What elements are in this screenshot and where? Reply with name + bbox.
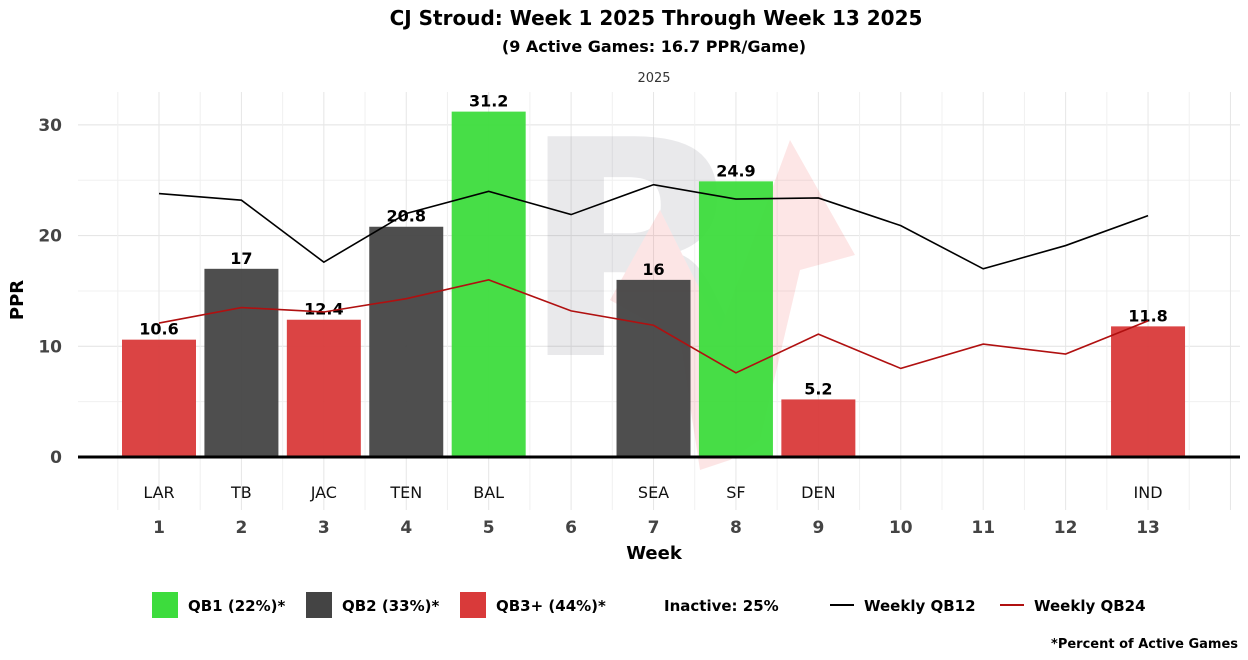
x-tick-label: 8 [730,518,742,538]
bar-label: 31.2 [469,92,508,111]
legend-label: QB2 (33%)* [342,597,439,615]
bar-week-9 [781,399,856,457]
bar-label: 17 [230,249,252,268]
opponent-label: LAR [143,483,174,502]
bar-label: 16 [642,260,664,279]
opponent-label: TB [230,483,252,502]
y-tick-label: 0 [50,448,62,468]
series-line-weekly-qb12 [158,183,1149,270]
opponent-label: BAL [473,483,504,502]
opponent-label: TEN [389,483,422,502]
bar-week-5 [451,111,526,457]
x-tick-label: 3 [318,518,330,538]
y-axis-title: PPR [7,280,28,320]
x-tick-label: 1 [153,518,165,538]
legend-label: QB3+ (44%)* [496,597,606,615]
x-tick-label: 4 [400,518,412,538]
bar-week-4 [369,226,444,457]
x-tick-label: 12 [1054,518,1078,538]
bar-label: 12.4 [304,300,343,319]
legend-inactive: Inactive: 25% [664,597,779,615]
x-tick-label: 7 [648,518,660,538]
x-tick-label: 9 [812,518,824,538]
opponent-label: JAC [310,483,337,502]
y-tick-label: 30 [38,116,62,136]
legend-label: Weekly QB24 [1034,597,1146,615]
x-tick-label: 10 [889,518,913,538]
opponent-label: SF [726,483,745,502]
facet-label: 2025 [637,71,670,86]
footnote: *Percent of Active Games [1051,637,1238,652]
lines [158,183,1149,374]
y-tick-label: 20 [38,227,62,247]
bar-week-8 [698,181,773,457]
legend-label: QB1 (22%)* [188,597,285,615]
bar-week-1 [122,339,196,457]
legend-swatch-qb3+ [460,592,486,618]
bar-week-2 [204,268,279,457]
x-axis-title: Week [626,543,683,564]
x-tick-label: 11 [971,518,995,538]
opponent-label: SEA [638,483,669,502]
axes: 0 10 20 30 1 LAR 2 TB 3 JAC 4 TEN 5 BAL 6 7 SEA 8 SF 9 DEN 10… [38,116,1162,538]
legend-swatch-qb2 [306,592,332,618]
legend-swatch-qb1 [152,592,178,618]
bar-week-3 [286,319,361,457]
x-tick-label: 6 [565,518,577,538]
bar-week-13 [1111,326,1186,457]
x-tick-label: 5 [483,518,495,538]
legend: QB1 (22%)* QB2 (33%)* QB3+ (44%)* Inactive:… [152,592,1146,618]
legend-label: Weekly QB12 [864,597,976,615]
opponent-label: DEN [801,483,835,502]
series-line-weekly-qb24 [158,279,1149,374]
bar-label: 5.2 [804,379,832,398]
chart-subtitle: (9 Active Games: 16.7 PPR/Game) [502,37,806,56]
bar-label: 11.8 [1128,306,1167,325]
bar-label: 24.9 [716,161,755,180]
x-tick-label: 2 [235,518,247,538]
x-tick-label: 13 [1136,518,1160,538]
bar-label: 10.6 [139,320,178,339]
y-tick-label: 10 [38,337,62,357]
opponent-label: IND [1134,483,1163,502]
bar-week-7 [616,279,691,457]
chart-title: CJ Stroud: Week 1 2025 Through Week 13 2… [390,6,923,30]
